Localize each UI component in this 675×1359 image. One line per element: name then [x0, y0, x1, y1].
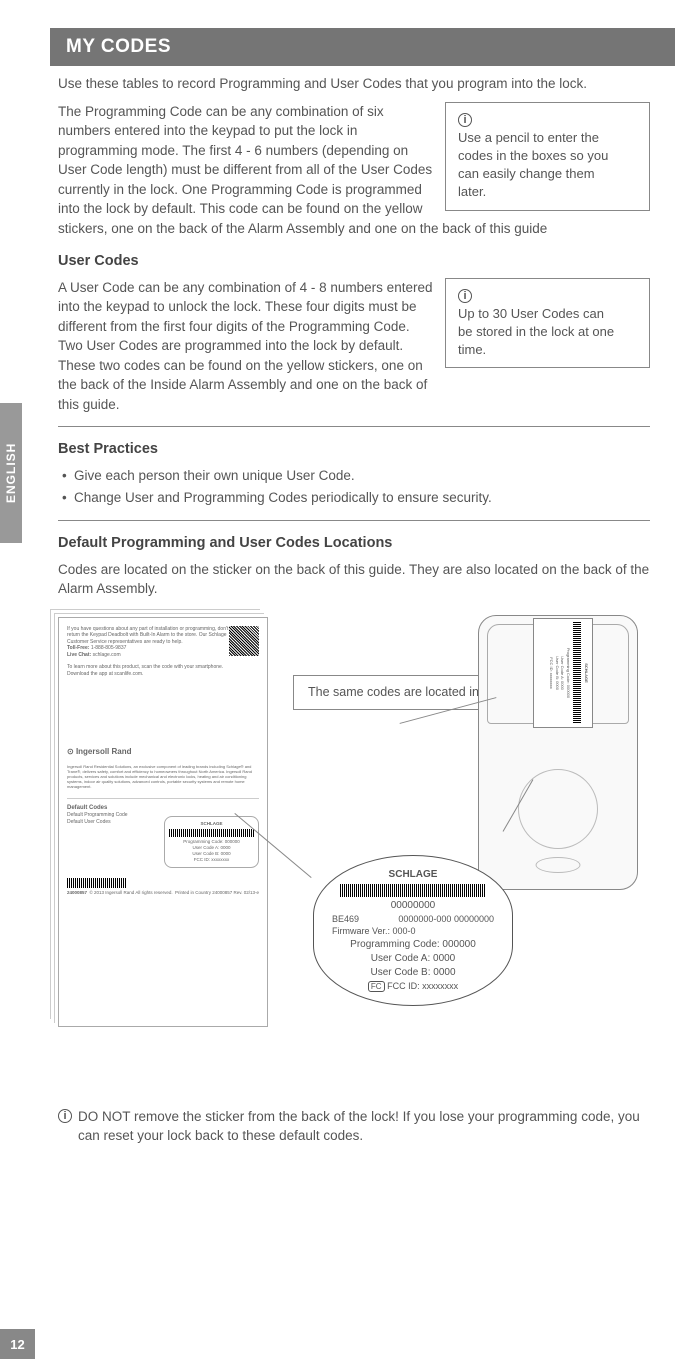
- sticker-user-b: User Code B: 0000: [332, 966, 494, 980]
- lock-back-illustration: SCHLAGE Programming Code: 000000 User Co…: [478, 615, 638, 890]
- sticker-model: BE469: [332, 913, 359, 926]
- app-text: Download the app at scanlife.com.: [67, 671, 259, 678]
- lock-speaker-circle: [518, 769, 598, 849]
- page-number: 12: [0, 1329, 35, 1359]
- def-user-label: Default User Codes: [67, 819, 160, 826]
- divider: [58, 520, 650, 521]
- diagram-area: If you have questions about any part of …: [58, 605, 650, 1095]
- tollfree-number: 1-888-805-9837: [91, 645, 127, 651]
- qr-code-icon: [229, 626, 259, 656]
- copyright-text: © 2013 Ingersoll Rand All rights reserve…: [89, 890, 172, 896]
- barcode-number: 24000857: [67, 890, 87, 896]
- page-header: MY CODES: [50, 28, 675, 66]
- sticker-fcc: FCC ID: xxxxxxxx: [387, 981, 458, 991]
- user-codes-heading: User Codes: [58, 251, 650, 272]
- tollfree-label: Toll-Free:: [67, 645, 89, 651]
- main-content: Use these tables to record Programming a…: [0, 66, 675, 1154]
- best-practices-list: Give each person their own unique User C…: [58, 466, 650, 507]
- best-practices-heading: Best Practices: [58, 439, 650, 460]
- tip-box-pencil: i Use a pencil to enter the codes in the…: [445, 102, 650, 211]
- bp-item-2: Change User and Programming Codes period…: [60, 488, 650, 508]
- bp-item-1: Give each person their own unique User C…: [60, 466, 650, 486]
- info-icon: i: [458, 113, 472, 127]
- tip-box-30codes: i Up to 30 User Codes can be stored in t…: [445, 278, 650, 369]
- divider: [58, 426, 650, 427]
- default-codes-label: Default Codes: [67, 805, 259, 813]
- barcode-icon: [340, 884, 486, 897]
- legal-text: Ingersoll Rand Residential Solutions, an…: [67, 764, 259, 790]
- tip-text-2: Up to 30 User Codes can be stored in the…: [458, 305, 618, 360]
- enlarged-sticker: SCHLAGE 00000000 BE469 0000000-000 00000…: [313, 855, 513, 1006]
- info-icon: i: [458, 289, 472, 303]
- lock-battery-compartment: SCHLAGE Programming Code: 000000 User Co…: [487, 624, 629, 724]
- barcode-icon: [67, 878, 127, 888]
- printed-text: Printed in Country 24000857 Rev. 02/13-e: [175, 890, 259, 896]
- livechat-label: Live Chat:: [67, 652, 91, 658]
- sticker-brand: SCHLAGE: [332, 868, 494, 882]
- default-codes-heading: Default Programming and User Codes Locat…: [58, 533, 650, 554]
- guide-booklet-illustration: If you have questions about any part of …: [58, 617, 268, 1027]
- small-sticker: SCHLAGE Programming Code: 000000 User Co…: [164, 816, 259, 867]
- intro-text-1: Use these tables to record Programming a…: [58, 74, 650, 94]
- sticker-partnum: 0000000-000 00000000: [398, 913, 494, 926]
- language-tab: ENGLISH: [0, 403, 22, 543]
- lock-oval: [536, 857, 581, 873]
- livechat-url: schlage.com: [93, 652, 121, 658]
- sticker-firmware: Firmware Ver.: 000-0: [332, 925, 494, 938]
- ingersoll-logo: ⊙ Ingersoll Rand: [67, 747, 259, 757]
- info-icon: i: [58, 1109, 72, 1123]
- sticker-serial: 00000000: [332, 899, 494, 913]
- lock-sticker: SCHLAGE Programming Code: 000000 User Co…: [533, 618, 593, 728]
- tip-text-1: Use a pencil to enter the codes in the b…: [458, 129, 618, 202]
- warning-text: DO NOT remove the sticker from the back …: [78, 1109, 640, 1144]
- sticker-prog-code: Programming Code: 000000: [332, 938, 494, 952]
- default-codes-text: Codes are located on the sticker on the …: [58, 560, 650, 599]
- sticker-user-a: User Code A: 0000: [332, 952, 494, 966]
- warning-note: i DO NOT remove the sticker from the bac…: [58, 1107, 650, 1146]
